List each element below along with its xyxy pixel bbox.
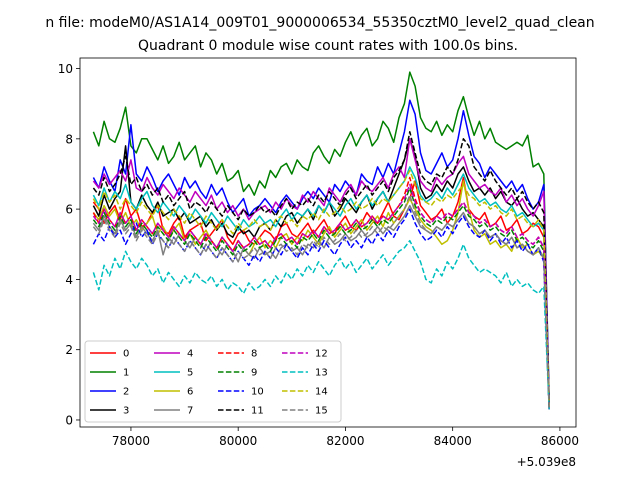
legend-label-4: 4 [187,349,193,360]
series-line-11 [92,131,550,406]
series-line-5 [92,166,550,406]
legend-label-15: 15 [315,406,328,417]
y-tick-label: 8 [65,132,73,146]
legend-label-10: 10 [251,387,264,398]
series-line-10 [92,208,550,410]
x-tick-label: 78000 [112,434,150,448]
series-line-1 [92,71,550,403]
series-group [92,71,550,410]
legend-label-12: 12 [315,349,328,360]
axes-frame [79,57,577,428]
series-line-13 [92,239,550,410]
legend-label-9: 9 [251,368,257,379]
x-tick-label: 80000 [219,434,257,448]
legend-label-0: 0 [123,349,129,360]
series-line-7 [92,204,550,410]
legend-label-11: 11 [251,406,264,417]
x-tick-label: 82000 [326,434,364,448]
series-line-14 [92,169,550,406]
legend-label-2: 2 [123,387,129,398]
legend-label-1: 1 [123,368,129,379]
legend-label-13: 13 [315,368,328,379]
series-line-4 [92,138,550,406]
legend-box [84,340,342,423]
y-tick-label: 10 [58,62,73,76]
legend-label-14: 14 [315,387,328,398]
x-tick-label: 86000 [541,434,579,448]
series-line-15 [92,194,550,410]
figure-suptitle: n file: modeM0/AS1A14_009T01_9000006534_… [45,15,594,31]
chart-title: Quadrant 0 module wise count rates with … [138,38,518,54]
y-tick-label: 6 [65,203,73,217]
x-offset-label: +5.039e8 [517,455,576,469]
legend-label-8: 8 [251,349,257,360]
legend-label-3: 3 [123,406,129,417]
series-line-2 [92,99,550,403]
legend-label-6: 6 [187,387,193,398]
legend-label-5: 5 [187,368,193,379]
series-line-9 [92,187,550,410]
y-tick-label: 0 [65,413,73,427]
series-line-12 [92,183,550,410]
legend-label-7: 7 [187,406,193,417]
y-tick-label: 4 [65,273,73,287]
y-tick-label: 2 [65,343,73,357]
x-tick-label: 84000 [434,434,472,448]
